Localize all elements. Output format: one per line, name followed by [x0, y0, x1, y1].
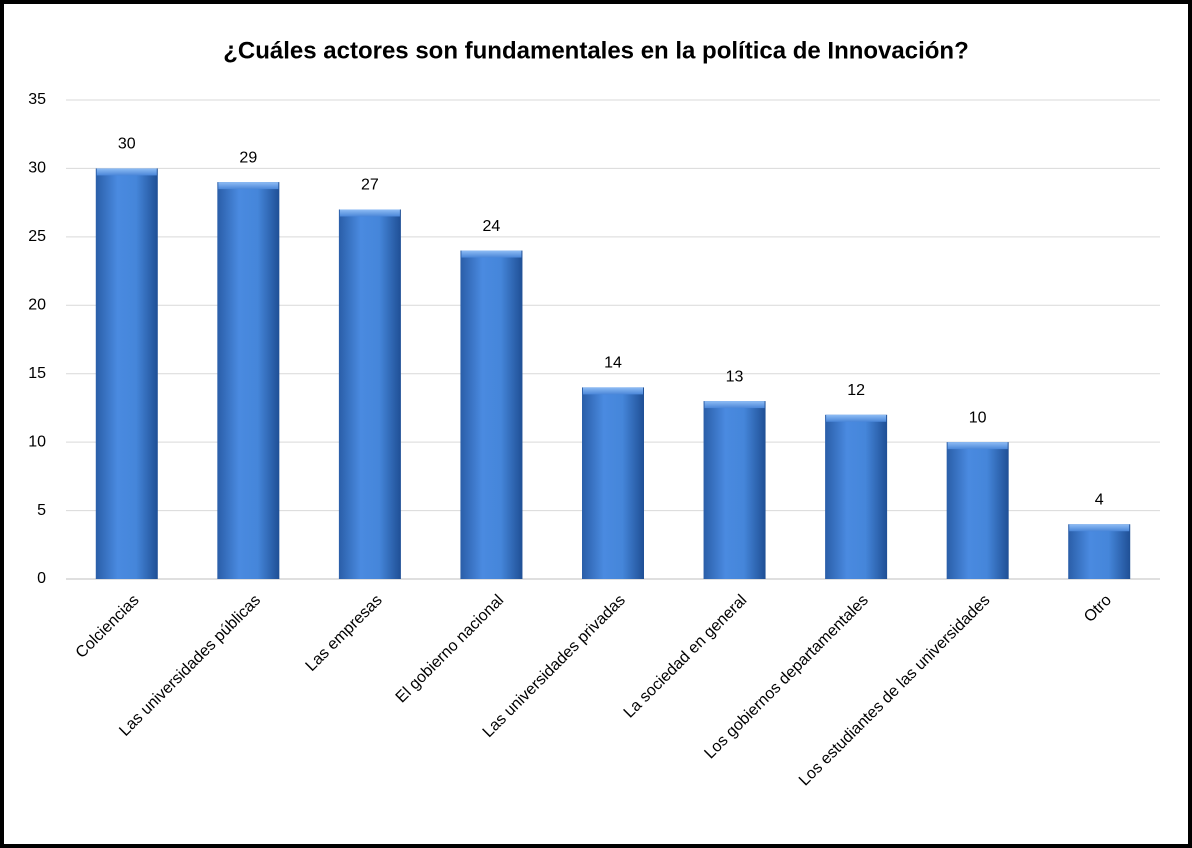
bar [460, 250, 523, 580]
y-tick-label: 5 [37, 502, 46, 519]
data-label: 13 [726, 368, 744, 385]
bar [582, 387, 644, 579]
bar-cap [583, 387, 643, 395]
bar-cap [826, 414, 887, 422]
bar [825, 414, 888, 579]
data-label: 29 [239, 149, 257, 166]
data-label: 14 [604, 355, 622, 372]
bar [217, 182, 280, 579]
y-tick-label: 15 [28, 365, 46, 382]
bar-cap [96, 168, 157, 176]
bar [338, 209, 401, 579]
bar-cap [704, 401, 765, 409]
data-label: 30 [118, 136, 136, 153]
y-tick-label: 20 [28, 297, 46, 314]
y-tick-label: 0 [37, 570, 46, 587]
bar-cap [947, 442, 1008, 450]
data-label: 12 [847, 382, 865, 399]
chart-title: ¿Cuáles actores son fundamentales en la … [223, 37, 969, 64]
bar-cap [1069, 524, 1130, 532]
bar-cap [461, 250, 522, 258]
y-tick-label: 30 [28, 160, 46, 177]
data-label: 27 [361, 177, 379, 194]
bar-cap [218, 182, 279, 190]
data-label: 10 [969, 409, 987, 426]
y-tick-label: 35 [28, 91, 46, 108]
data-label: 24 [483, 218, 501, 235]
bar [1068, 524, 1131, 579]
bar [946, 442, 1009, 579]
y-tick-label: 10 [28, 433, 46, 450]
bar-cap [339, 209, 400, 217]
bar [703, 401, 766, 579]
bar [95, 168, 158, 579]
data-label: 4 [1095, 491, 1104, 508]
y-tick-label: 25 [28, 228, 46, 245]
